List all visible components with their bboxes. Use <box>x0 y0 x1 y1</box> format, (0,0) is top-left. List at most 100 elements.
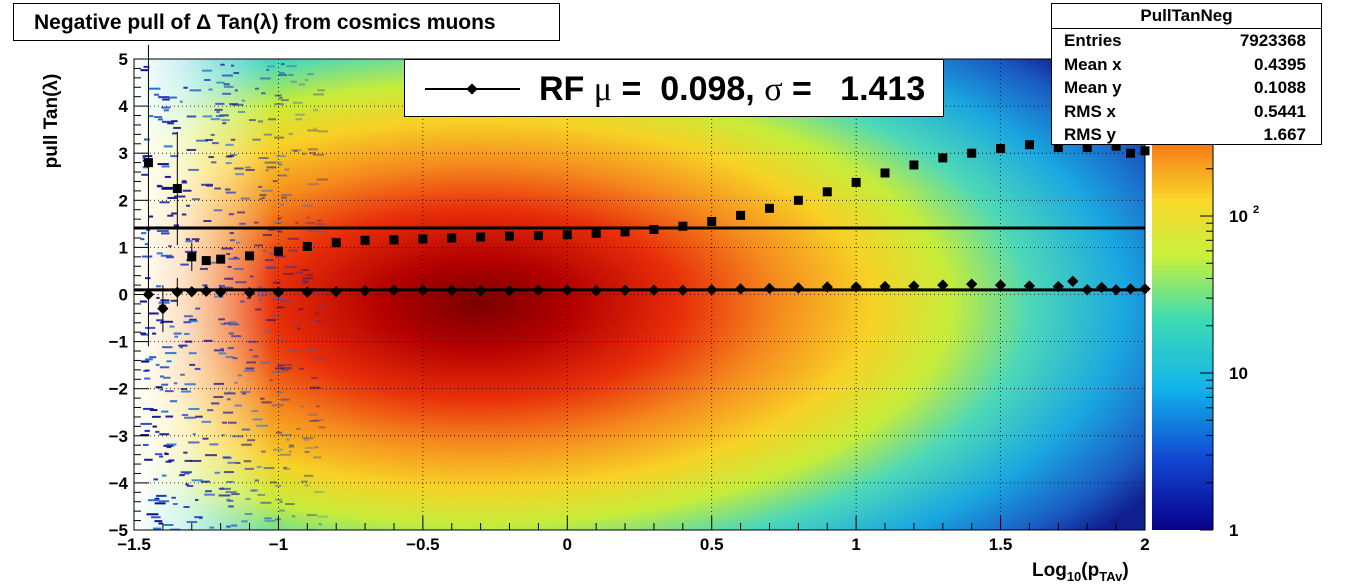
sparse-bin <box>148 87 161 90</box>
sparse-bin <box>285 503 295 506</box>
rms-point <box>476 232 486 242</box>
sparse-bin <box>181 413 189 416</box>
sparse-bin <box>179 346 184 349</box>
x-axis-title: Log10(pTAv) <box>1032 560 1129 584</box>
mean-point <box>330 286 342 298</box>
rms-point <box>909 160 919 170</box>
sparse-bin <box>313 93 324 96</box>
stats-box: PullTanNeg Entries 7923368 Mean x 0.4395… <box>1051 3 1322 145</box>
sparse-bin <box>190 459 202 462</box>
sparse-bin <box>276 339 285 342</box>
sparse-bin <box>228 505 234 508</box>
stats-label: Mean y <box>1064 78 1122 97</box>
sparse-bin <box>290 80 297 83</box>
rms-point <box>880 168 890 178</box>
rms-point <box>851 177 861 187</box>
sparse-bin <box>261 401 272 404</box>
sparse-bin <box>282 369 290 372</box>
sparse-bin <box>139 300 147 303</box>
sparse-bin <box>191 238 200 241</box>
sparse-bin <box>204 493 216 496</box>
stats-label: Mean x <box>1064 54 1122 74</box>
sparse-bin <box>262 249 267 252</box>
sparse-bin <box>165 460 172 463</box>
heatmap-area <box>134 59 1145 530</box>
sparse-bin <box>140 238 145 241</box>
sparse-bin <box>225 491 237 494</box>
sparse-bin <box>216 81 225 84</box>
sparse-bin <box>166 360 172 363</box>
sparse-bin <box>202 437 209 440</box>
sparse-bin <box>278 163 283 166</box>
sparse-bin <box>276 391 283 394</box>
sparse-bin <box>195 415 203 418</box>
sparse-bin <box>220 323 226 326</box>
sparse-bin <box>274 161 282 164</box>
sparse-bin <box>141 173 149 176</box>
sparse-bin <box>252 418 263 421</box>
sparse-bin <box>241 443 252 446</box>
sparse-bin <box>305 273 314 276</box>
sparse-bin <box>270 481 278 484</box>
sparse-bin <box>275 431 283 434</box>
sparse-bin <box>300 405 304 408</box>
sparse-bin <box>212 142 219 145</box>
x-title-main: Log <box>1032 560 1067 581</box>
sparse-bin <box>272 281 281 284</box>
sparse-bin <box>234 381 238 384</box>
sparse-bin <box>235 173 245 176</box>
sparse-bin <box>279 203 285 206</box>
sparse-bin <box>157 163 169 166</box>
sparse-bin <box>305 222 316 225</box>
sparse-bin <box>184 315 193 318</box>
sparse-bin <box>162 98 170 101</box>
sparse-bin <box>306 349 318 352</box>
sparse-bin <box>144 243 150 246</box>
sparse-bin <box>237 211 246 214</box>
sparse-bin <box>295 221 299 224</box>
sparse-bin <box>280 63 285 66</box>
sparse-bin <box>298 308 304 311</box>
sparse-bin <box>253 221 259 224</box>
sparse-bin <box>244 513 253 516</box>
sparse-bin <box>306 514 318 517</box>
sparse-bin <box>262 234 272 237</box>
sparse-bin <box>159 366 170 369</box>
sparse-bin <box>260 501 272 504</box>
sparse-bin <box>302 281 309 284</box>
sparse-bin <box>252 355 259 358</box>
sparse-bin <box>273 448 283 451</box>
sparse-bin <box>277 174 287 177</box>
sparse-bin <box>210 133 215 136</box>
sparse-bin <box>188 352 197 355</box>
sparse-bin <box>172 132 178 135</box>
sparse-bin <box>205 454 217 457</box>
sparse-bin <box>309 386 320 389</box>
mean-point <box>200 285 212 297</box>
mean-point <box>186 286 198 298</box>
mean-point <box>677 284 689 296</box>
sparse-bin <box>207 409 214 412</box>
sparse-bin <box>310 376 318 379</box>
sparse-bin <box>283 467 291 470</box>
sparse-bin <box>264 259 274 262</box>
sparse-bin <box>186 148 197 151</box>
sparse-bin <box>145 358 153 361</box>
sparse-bin <box>252 138 261 141</box>
sparse-bin <box>155 430 160 433</box>
sparse-bin <box>156 494 167 497</box>
sparse-bin <box>168 96 177 99</box>
sparse-bin <box>309 151 316 154</box>
sparse-bin <box>246 361 256 364</box>
sparse-bin <box>317 230 328 233</box>
sparse-bin <box>185 240 193 243</box>
rms-point <box>447 233 457 243</box>
sparse-bin <box>159 201 170 204</box>
x-tick-label: 0.5 <box>700 535 724 554</box>
sparse-bin <box>274 136 284 139</box>
sparse-bin <box>312 153 325 156</box>
sparse-bin <box>268 228 274 231</box>
sparse-bin <box>153 478 159 481</box>
sparse-bin <box>285 438 290 441</box>
sparse-bin <box>272 180 278 183</box>
